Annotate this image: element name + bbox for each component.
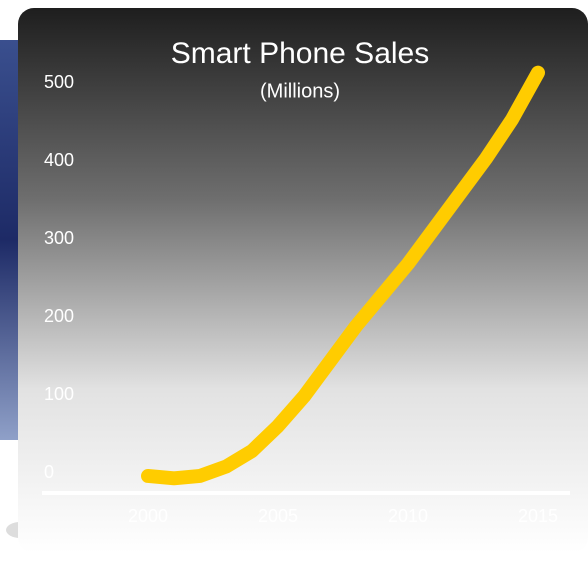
- x-tick-label: 2010: [388, 506, 428, 526]
- chart-title: Smart Phone Sales: [171, 37, 429, 70]
- y-tick-label: 500: [44, 72, 74, 92]
- x-tick-label: 2015: [518, 506, 558, 526]
- x-tick-label: 2000: [128, 506, 168, 526]
- y-tick-label: 300: [44, 228, 74, 248]
- chart-subtitle: (Millions): [260, 80, 340, 102]
- y-tick-label: 200: [44, 306, 74, 326]
- slide: Smart Phone Sales (Millions) 0 100 200 300 4…: [0, 0, 588, 571]
- y-tick-label: 0: [44, 462, 54, 482]
- y-tick-label: 400: [44, 150, 74, 170]
- y-tick-label: 100: [44, 384, 74, 404]
- x-tick-label: 2005: [258, 506, 298, 526]
